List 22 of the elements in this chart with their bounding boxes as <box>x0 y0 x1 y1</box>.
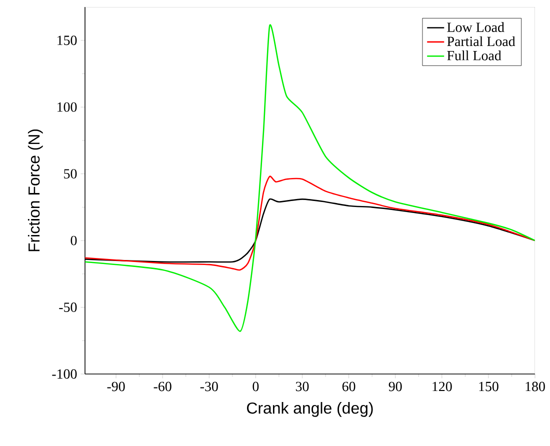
x-tick-label: -90 <box>107 382 125 392</box>
x-tick-label: 30 <box>296 382 309 392</box>
legend-label: Low Load <box>447 22 504 32</box>
y-tick-label: -50 <box>59 302 77 312</box>
legend-label: Full Load <box>447 50 502 60</box>
x-tick-label: -30 <box>200 382 218 392</box>
y-tick-label: 50 <box>64 169 77 179</box>
x-tick-label: 120 <box>432 382 452 392</box>
x-tick-label: -60 <box>154 382 172 392</box>
y-tick-label: 0 <box>70 236 77 246</box>
y-tick-label: 150 <box>58 36 77 46</box>
y-tick-label: 100 <box>58 102 77 112</box>
x-tick-label: 60 <box>342 382 356 392</box>
x-tick-label: 150 <box>479 382 498 392</box>
x-tick-label: 90 <box>388 382 402 392</box>
y-tick-label: -100 <box>52 369 77 379</box>
x-axis-title: Crank angle (deg) <box>247 402 373 417</box>
x-tick-label: 180 <box>526 382 545 392</box>
x-tick-label: 0 <box>252 382 259 392</box>
line-series <box>85 176 536 271</box>
legend-label: Partial Load <box>447 36 516 46</box>
y-axis-title: Friction Force (N) <box>28 130 43 252</box>
